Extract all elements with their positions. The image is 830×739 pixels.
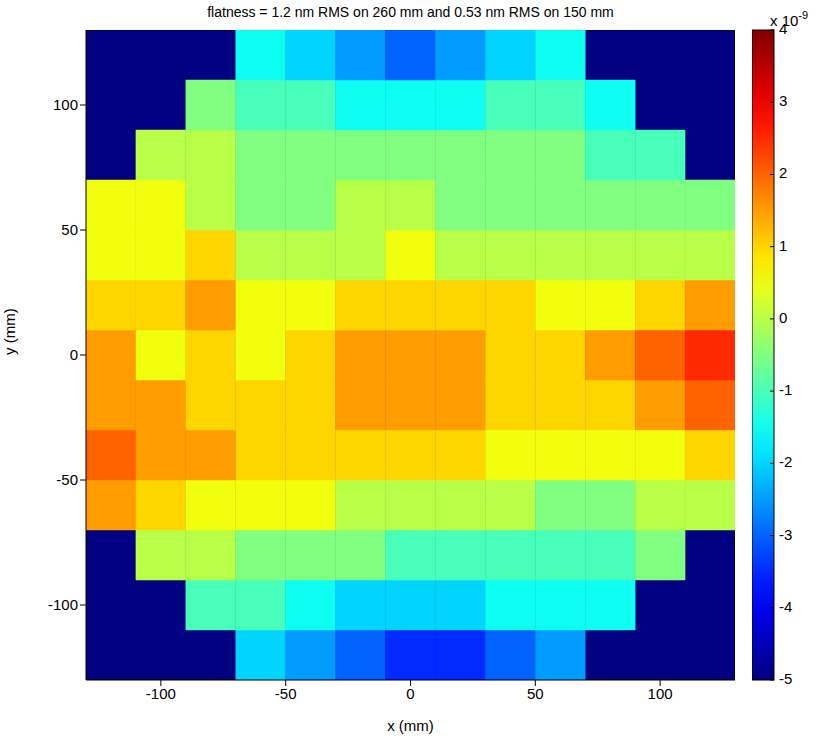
svg-text:-2: -2 [779, 453, 792, 470]
svg-text:y (mm): y (mm) [1, 308, 18, 355]
svg-text:100: 100 [648, 685, 673, 702]
svg-text:-4: -4 [779, 598, 792, 615]
svg-text:-100: -100 [146, 685, 176, 702]
svg-text:0: 0 [70, 346, 78, 363]
svg-text:100: 100 [53, 96, 78, 113]
svg-text:-50: -50 [56, 471, 78, 488]
svg-text:-3: -3 [779, 526, 792, 543]
svg-text:0: 0 [779, 309, 787, 326]
svg-text:50: 50 [61, 221, 78, 238]
svg-text:-5: -5 [779, 670, 792, 687]
svg-text:x 10-9: x 10-9 [770, 9, 808, 29]
svg-text:-1: -1 [779, 381, 792, 398]
svg-text:-50: -50 [275, 685, 297, 702]
svg-text:3: 3 [779, 92, 787, 109]
svg-text:0: 0 [406, 685, 414, 702]
svg-text:2: 2 [779, 164, 787, 181]
svg-text:50: 50 [527, 685, 544, 702]
svg-text:x (mm): x (mm) [387, 717, 434, 734]
svg-text:1: 1 [779, 237, 787, 254]
svg-text:-100: -100 [48, 596, 78, 613]
html-text:flatness = 1.2 nm RMS on 260 m: flatness = 1.2 nm RMS on 260 mm and 0.53… [207, 4, 614, 20]
